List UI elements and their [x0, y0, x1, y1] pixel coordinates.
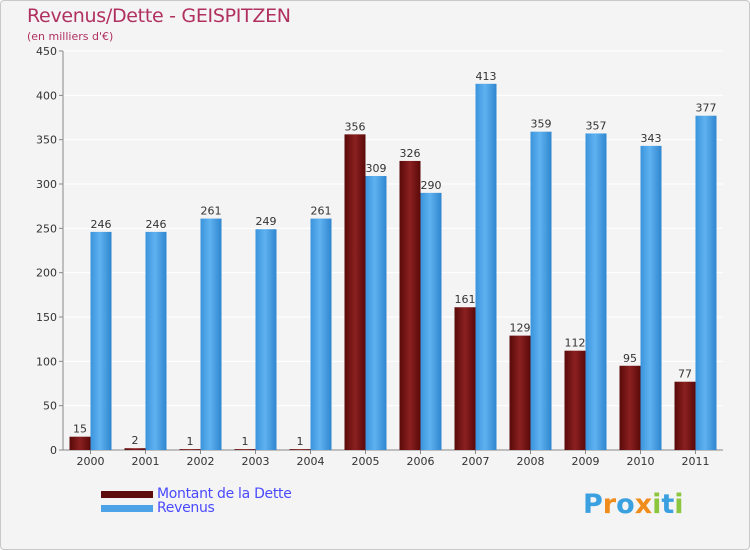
data-label-debt: 356 — [345, 120, 366, 133]
y-tick-label: 150 — [36, 311, 57, 324]
bar-debt — [344, 134, 366, 450]
logo-letter: r — [602, 489, 617, 520]
logo-letter: P — [583, 489, 603, 520]
legend-label-debt: Montant de la Dette — [157, 486, 292, 502]
x-tick-label: 2007 — [462, 455, 490, 468]
data-label-revenus: 290 — [421, 179, 442, 192]
chart-title: Revenus/Dette - GEISPITZEN — [27, 5, 291, 27]
chart-subtitle: (en milliers d'€) — [27, 30, 114, 43]
data-label-debt: 95 — [623, 352, 637, 365]
bar-revenus — [420, 192, 442, 450]
bar-revenus — [255, 229, 277, 450]
logo-letter: t — [661, 489, 675, 520]
x-tick-label: 2003 — [242, 455, 270, 468]
y-tick-label: 0 — [50, 444, 57, 457]
bar-debt — [674, 381, 696, 450]
x-tick-label: 2000 — [77, 455, 105, 468]
data-label-debt: 2 — [132, 434, 139, 447]
data-label-debt: 77 — [678, 368, 692, 381]
bar-revenus — [640, 145, 662, 450]
data-label-debt: 1 — [187, 435, 194, 448]
y-tick-label: 300 — [36, 178, 57, 191]
legend-label-revenus: Revenus — [157, 500, 215, 516]
bar-revenus — [530, 131, 552, 451]
data-label-debt: 15 — [73, 423, 87, 436]
bar-revenus — [695, 115, 717, 450]
data-label-revenus: 413 — [476, 70, 497, 83]
x-tick-label: 2008 — [517, 455, 545, 468]
data-label-revenus: 261 — [311, 205, 332, 218]
bar-debt — [399, 160, 421, 451]
bar-revenus — [90, 231, 112, 450]
data-label-revenus: 261 — [201, 205, 222, 218]
data-label-revenus: 246 — [146, 218, 167, 231]
y-tick-label: 100 — [36, 355, 57, 368]
bar-debt — [509, 335, 531, 450]
bar-revenus — [200, 218, 222, 450]
bar-debt — [289, 449, 311, 450]
y-tick-label: 400 — [36, 89, 57, 102]
legend-swatch-debt — [101, 490, 153, 498]
x-tick-label: 2009 — [572, 455, 600, 468]
proxiti-logo: Proxiti — [583, 489, 684, 520]
legend-item-debt: Montant de la Dette — [101, 486, 292, 502]
bar-debt — [564, 350, 586, 450]
data-label-revenus: 309 — [366, 162, 387, 175]
y-tick-label: 450 — [36, 45, 57, 58]
x-tick-label: 2005 — [352, 455, 380, 468]
logo-letter: o — [616, 489, 635, 520]
bar-debt — [69, 436, 91, 450]
x-tick-label: 2006 — [407, 455, 435, 468]
bar-revenus — [585, 133, 607, 450]
data-label-revenus: 357 — [586, 119, 607, 132]
logo-letter: i — [674, 489, 684, 520]
data-label-revenus: 246 — [91, 218, 112, 231]
data-label-debt: 129 — [510, 322, 531, 335]
bar-revenus — [475, 83, 497, 450]
legend-swatch-revenus — [101, 504, 153, 512]
legend: Montant de la Dette Revenus — [101, 486, 292, 516]
logo-letter: x — [634, 489, 653, 520]
bar-revenus — [310, 218, 332, 450]
y-tick-label: 350 — [36, 134, 57, 147]
data-label-debt: 1 — [297, 435, 304, 448]
x-tick-label: 2002 — [187, 455, 215, 468]
bar-debt — [454, 307, 476, 450]
data-label-revenus: 249 — [256, 215, 277, 228]
data-label-revenus: 343 — [641, 132, 662, 145]
x-tick-label: 2011 — [682, 455, 710, 468]
logo-letter: i — [652, 489, 662, 520]
bar-revenus — [145, 231, 167, 450]
bar-debt — [619, 365, 641, 450]
data-label-revenus: 377 — [696, 102, 717, 115]
data-label-revenus: 359 — [531, 118, 552, 131]
y-tick-label: 50 — [43, 400, 57, 413]
y-tick-label: 200 — [36, 267, 57, 280]
x-tick-label: 2010 — [627, 455, 655, 468]
data-label-debt: 1 — [242, 435, 249, 448]
data-label-debt: 326 — [400, 147, 421, 160]
bar-debt — [234, 449, 256, 450]
bar-revenus — [365, 176, 387, 450]
x-tick-label: 2001 — [132, 455, 160, 468]
data-label-debt: 112 — [565, 337, 586, 350]
x-tick-label: 2004 — [297, 455, 325, 468]
bar-debt — [179, 449, 201, 450]
bar-debt — [124, 448, 146, 450]
legend-item-revenus: Revenus — [101, 500, 292, 516]
data-label-debt: 161 — [455, 293, 476, 306]
y-tick-label: 250 — [36, 222, 57, 235]
